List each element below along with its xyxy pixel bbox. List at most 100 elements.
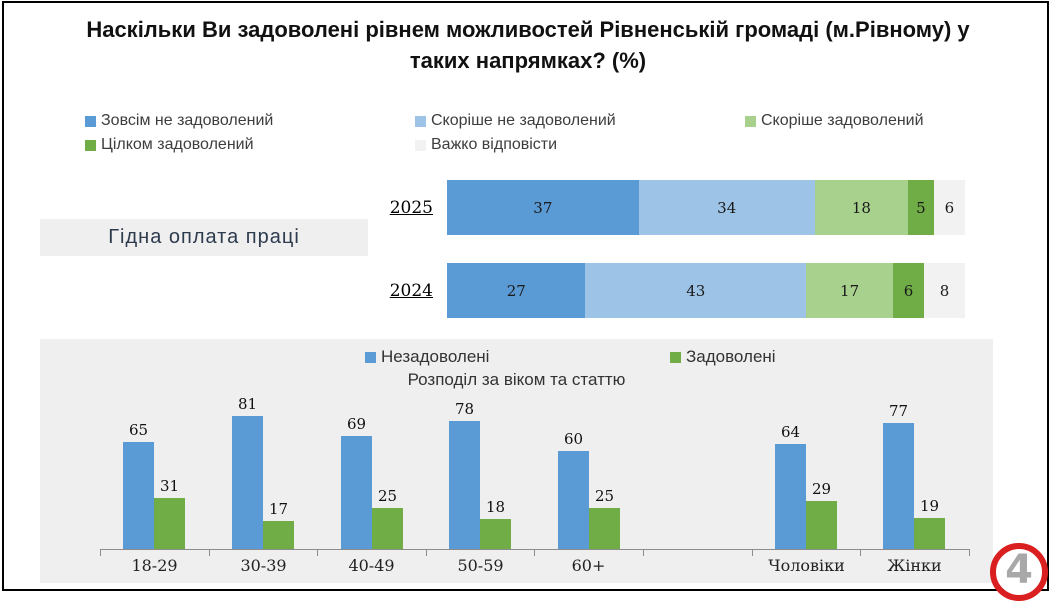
slide-title: Наскільки Ви задоволені рівнем можливост… xyxy=(86,17,970,73)
bar-value-label: 64 xyxy=(780,423,801,441)
bar xyxy=(232,416,263,549)
category-label: 30-39 xyxy=(240,556,287,575)
segment-value-label: 8 xyxy=(939,281,950,300)
bar-value-label: 17 xyxy=(268,500,289,518)
stacked-bar-row: 2025 37 34 18 5 6 xyxy=(380,180,965,235)
bar-value-label: 19 xyxy=(919,497,940,515)
bar-segment: 34 xyxy=(638,180,815,235)
bar-segment: 43 xyxy=(585,263,806,318)
channel-4-logo-glyph: 4 xyxy=(1005,547,1033,593)
bar-value-label: 78 xyxy=(454,400,475,418)
bar-value-label: 18 xyxy=(485,498,506,516)
bar-value-label: 65 xyxy=(128,421,149,439)
legend-label: Цілком задоволений xyxy=(101,136,254,153)
year-label: 2024 xyxy=(389,280,433,301)
segment-value-label: 17 xyxy=(840,281,860,300)
axis-tick xyxy=(752,549,753,556)
bar-segment: 37 xyxy=(447,180,639,235)
bar xyxy=(341,436,372,549)
legend-item: Важко відповісти xyxy=(415,136,745,154)
bar xyxy=(914,518,945,549)
legend-label: Незадоволені xyxy=(381,347,490,366)
axis-tick xyxy=(209,549,210,556)
bar xyxy=(775,444,806,549)
year-label: 2025 xyxy=(389,197,433,218)
legend-item: Скоріше задоволений xyxy=(745,112,985,130)
bar-value-label: 29 xyxy=(811,480,832,498)
legend-swatch xyxy=(745,115,756,127)
satisfaction-legend: Зовсім не задоволений Скоріше не задоволе… xyxy=(85,112,985,154)
demographics-chart-title: Розподіл за віком та статтю xyxy=(407,370,626,389)
legend-swatch xyxy=(415,139,426,151)
segment-value-label: 18 xyxy=(851,198,871,217)
bar xyxy=(480,519,511,549)
bar-value-label: 60 xyxy=(563,430,584,448)
axis-tick xyxy=(969,549,970,556)
bar-segment: 5 xyxy=(908,180,934,235)
demographics-panel: Розподіл за віком та статтю Незадоволені… xyxy=(40,339,993,583)
stacked-bar-row: 2024 27 43 17 6 8 xyxy=(380,263,965,318)
bar-segment: 8 xyxy=(923,263,965,318)
axis-tick xyxy=(317,549,318,556)
segment-value-label: 37 xyxy=(533,198,553,217)
stacked-bar: 27 43 17 6 8 xyxy=(447,263,965,318)
legend-label: Важко відповісти xyxy=(431,136,558,153)
legend-label: Задоволені xyxy=(686,347,776,366)
segment-value-label: 5 xyxy=(916,198,926,217)
stacked-bar: 37 34 18 5 6 xyxy=(447,180,965,235)
bar-value-label: 77 xyxy=(888,402,909,420)
bar xyxy=(589,508,620,549)
bar-segment: 18 xyxy=(814,180,908,235)
legend-item: Задоволені xyxy=(670,347,776,367)
topic-label: Гідна оплата праці xyxy=(40,219,368,256)
bar-value-label: 31 xyxy=(159,477,180,495)
bar xyxy=(449,421,480,549)
bar xyxy=(806,501,837,549)
bar-value-label: 69 xyxy=(346,415,367,433)
segment-value-label: 34 xyxy=(717,198,737,217)
legend-swatch xyxy=(415,115,426,127)
legend-item: Скоріше не задоволений xyxy=(415,112,745,130)
bar xyxy=(123,442,154,549)
bar-segment: 6 xyxy=(893,263,924,318)
segment-value-label: 27 xyxy=(506,281,526,300)
legend-item: Незадоволені xyxy=(365,347,489,367)
bar xyxy=(558,451,589,549)
legend-label: Зовсім не задоволений xyxy=(101,112,274,129)
axis-tick xyxy=(643,549,644,556)
axis-tick xyxy=(426,549,427,556)
bar-value-label: 81 xyxy=(237,395,258,413)
legend-swatch xyxy=(85,115,96,127)
category-label: Чоловіки xyxy=(768,556,845,575)
legend-swatch xyxy=(670,351,681,363)
category-label: Жінки xyxy=(887,556,942,575)
category-label: 18-29 xyxy=(131,556,178,575)
category-label: 40-49 xyxy=(348,556,395,575)
category-label: 50-59 xyxy=(457,556,504,575)
legend-swatch xyxy=(85,139,96,151)
legend-item: Зовсім не задоволений xyxy=(85,112,415,130)
legend-label: Скоріше задоволений xyxy=(761,112,924,129)
bar xyxy=(154,498,185,549)
axis-tick xyxy=(860,549,861,556)
legend-item: Цілком задоволений xyxy=(85,136,415,154)
channel-4-logo: 4 xyxy=(990,543,1048,601)
axis-tick xyxy=(534,549,535,556)
bar-value-label: 25 xyxy=(594,487,615,505)
bar xyxy=(883,423,914,549)
bar xyxy=(372,508,403,549)
stacked-bar-chart: 2025 37 34 18 5 6 2024 27 43 17 6 8 xyxy=(380,180,980,380)
bar xyxy=(263,521,294,549)
bar-segment: 6 xyxy=(933,180,965,235)
segment-value-label: 6 xyxy=(944,198,955,217)
bar-segment: 27 xyxy=(447,263,586,318)
category-label: 60+ xyxy=(571,556,606,575)
segment-value-label: 43 xyxy=(686,281,706,300)
bar-value-label: 25 xyxy=(377,487,398,505)
bar-segment: 17 xyxy=(806,263,894,318)
segment-value-label: 6 xyxy=(903,281,914,300)
legend-label: Скоріше не задоволений xyxy=(431,112,616,129)
legend-swatch xyxy=(365,351,376,363)
axis-tick xyxy=(100,549,101,556)
